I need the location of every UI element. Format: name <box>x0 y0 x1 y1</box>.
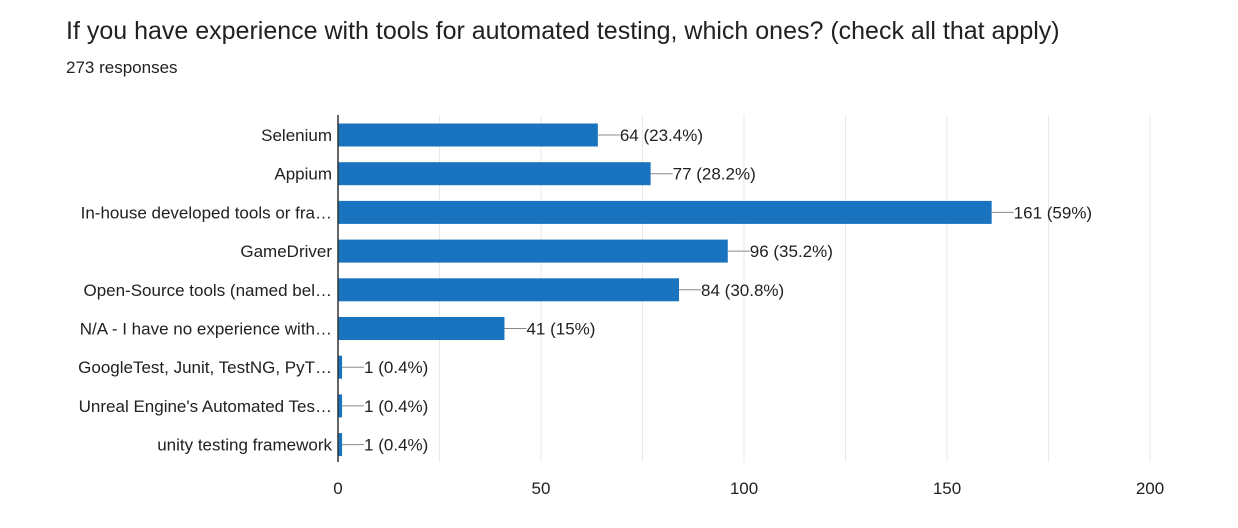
x-tick-label: 150 <box>933 479 961 498</box>
x-tick-label: 50 <box>532 479 551 498</box>
bar <box>338 239 728 263</box>
data-label: 64 (23.4%) <box>620 126 703 145</box>
data-label: 77 (28.2%) <box>673 165 756 184</box>
category-labels: Selenium Appium In-house developed tools o… <box>78 126 332 455</box>
chart-title: If you have experience with tools for au… <box>66 17 1060 45</box>
data-label: 84 (30.8%) <box>701 281 784 300</box>
bar <box>338 433 343 457</box>
bar <box>338 278 680 302</box>
bar <box>338 394 343 418</box>
bar <box>338 317 505 340</box>
category-label: Selenium <box>261 126 332 145</box>
category-label: GoogleTest, Junit, TestNG, PyT… <box>78 358 332 377</box>
bar <box>338 162 651 186</box>
data-label: 161 (59%) <box>1014 203 1092 222</box>
data-label: 1 (0.4%) <box>364 436 428 455</box>
bar <box>338 123 598 147</box>
category-label: GameDriver <box>240 242 332 261</box>
category-label: Unreal Engine's Automated Tes… <box>79 397 332 416</box>
bar <box>338 355 343 379</box>
x-tick-label: 100 <box>730 479 758 498</box>
x-axis-ticks: 0 50 100 150 200 <box>333 479 1164 498</box>
data-label: 1 (0.4%) <box>364 397 428 416</box>
category-label: Appium <box>274 165 332 184</box>
category-label: Open-Source tools (named bel… <box>83 281 332 300</box>
category-label: unity testing framework <box>157 436 332 455</box>
data-label: 41 (15%) <box>526 320 595 339</box>
data-label: 96 (35.2%) <box>750 242 833 261</box>
x-tick-label: 0 <box>333 479 342 498</box>
bar <box>338 200 992 224</box>
data-labels: 64 (23.4%) 77 (28.2%) 161 (59%) 96 (35.2%) 8… <box>342 126 1092 455</box>
data-label: 1 (0.4%) <box>364 358 428 377</box>
bars <box>338 123 992 457</box>
x-tick-label: 200 <box>1136 479 1164 498</box>
response-count: 273 responses <box>66 58 178 77</box>
category-label: N/A - I have no experience with… <box>80 320 332 339</box>
category-label: In-house developed tools or fra… <box>81 203 332 222</box>
